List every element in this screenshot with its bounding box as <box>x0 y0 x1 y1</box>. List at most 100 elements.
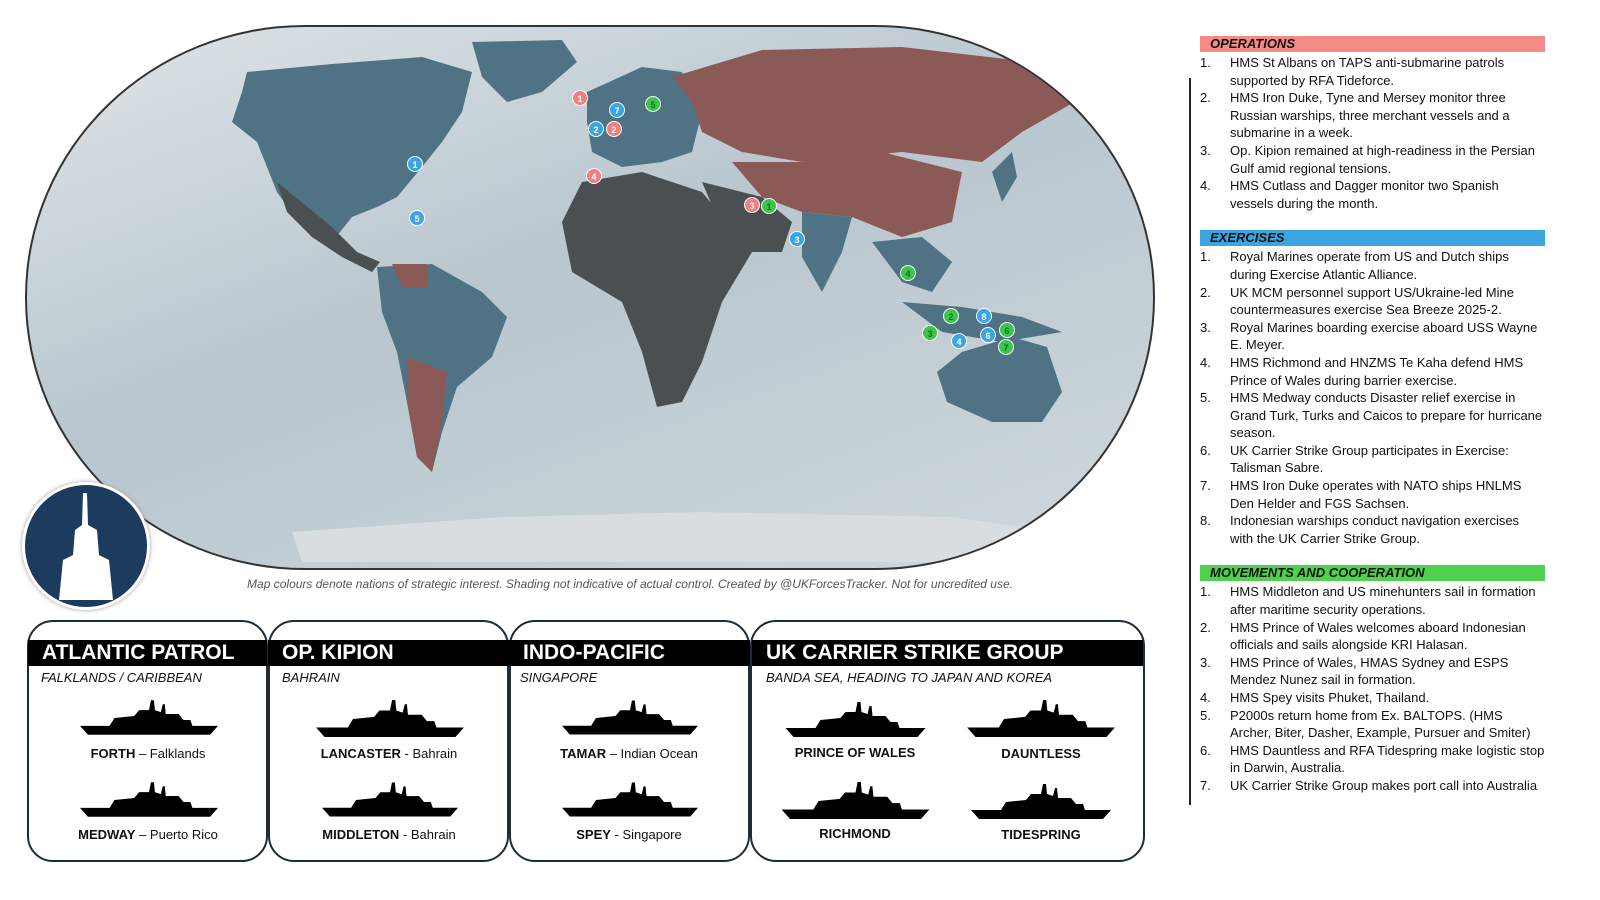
ship-label: RICHMOND <box>819 826 891 841</box>
operations-item: 4. HMS Cutlass and Dagger monitor two Spa… <box>1200 177 1545 212</box>
exercises-item: 8. Indonesian warships conduct navigation… <box>1200 512 1545 547</box>
exercises-item: 7. HMS Iron Duke operates with NATO ships… <box>1200 477 1545 512</box>
ship-label: TAMAR – Indian Ocean <box>560 746 698 761</box>
venezuela <box>392 264 427 287</box>
exercises-item: 5. HMS Medway conducts Disaster relief ex… <box>1200 389 1545 442</box>
japan <box>992 152 1017 202</box>
ship-silhouette-icon <box>773 782 938 820</box>
movements-marker: 4 <box>900 265 916 281</box>
item-text: UK Carrier Strike Group makes port call … <box>1230 777 1538 793</box>
item-number: 3. <box>1200 142 1211 158</box>
item-text: HMS Iron Duke operates with NATO ships H… <box>1230 478 1522 511</box>
south-america <box>377 264 507 472</box>
movements-item: 5. P2000s return home from Ex. BALTOPS. (… <box>1200 707 1545 742</box>
exercises-item: 4. HMS Richmond and HNZMS Te Kaha defend … <box>1200 354 1545 389</box>
ship-silhouette-icon <box>958 784 1124 820</box>
card-title: INDO-PACIFIC <box>509 640 750 666</box>
operations-marker: 2 <box>606 121 622 137</box>
item-text: HMS Spey visits Phuket, Thailand. <box>1230 690 1430 705</box>
item-text: UK MCM personnel support US/Ukraine-led … <box>1230 284 1514 318</box>
item-text: HMS Prince of Wales, HMAS Sydney and ESP… <box>1230 654 1509 688</box>
exercises-marker: 4 <box>951 333 967 349</box>
item-number: 4. <box>1200 690 1211 705</box>
card-subtitle: FALKLANDS / CARIBBEAN <box>41 670 202 685</box>
ship-label: DAUNTLESS <box>1001 746 1081 761</box>
item-number: 4. <box>1200 178 1211 194</box>
exercises-marker: 1 <box>407 156 423 172</box>
movements-item: 3. HMS Prince of Wales, HMAS Sydney and E… <box>1200 654 1545 689</box>
activity-panel: OPERATIONS 1. HMS St Albans on TAPS anti-… <box>1200 36 1545 795</box>
movements-marker: 3 <box>922 325 938 341</box>
card-subtitle: BANDA SEA, HEADING TO JAPAN AND KOREA <box>766 670 1053 685</box>
world-map: 1 2 3 4 1 2 3 4 5 6 7 8 1 2 3 4 5 6 7 <box>25 25 1155 570</box>
exercises-marker: 8 <box>976 308 992 324</box>
item-number: 2. <box>1200 90 1211 106</box>
operations-marker: 3 <box>744 197 760 213</box>
mexico-central <box>277 182 380 272</box>
operations-heading: OPERATIONS <box>1200 36 1545 52</box>
item-number: 6. <box>1200 742 1211 758</box>
exercises-marker: 7 <box>609 102 625 118</box>
africa <box>562 172 752 407</box>
movements-item: 2. HMS Prince of Wales welcomes aboard In… <box>1200 619 1545 654</box>
ship-label: PRINCE OF WALES <box>794 745 916 760</box>
item-number: 3. <box>1200 319 1211 335</box>
ship-silhouette-icon <box>322 782 458 818</box>
exercises-list: 1. Royal Marines operate from US and Dutc… <box>1200 248 1545 547</box>
item-text: Royal Marines boarding exercise aboard U… <box>1230 319 1538 353</box>
card-subtitle: BAHRAIN <box>282 670 340 685</box>
ship-label: TIDESPRING <box>1001 827 1081 842</box>
item-text: Op. Kipion remained at high-readiness in… <box>1230 142 1535 176</box>
item-text: HMS Medway conducts Disaster relief exer… <box>1230 390 1543 441</box>
item-text: UK Carrier Strike Group participates in … <box>1230 442 1509 476</box>
item-text: HMS Cutlass and Dagger monitor two Spani… <box>1230 178 1499 211</box>
movements-marker: 2 <box>943 308 959 324</box>
item-number: 1. <box>1200 249 1211 265</box>
movements-marker: 6 <box>999 322 1015 338</box>
card-title: UK CARRIER STRIKE GROUP <box>752 640 1143 666</box>
movements-item: 4. HMS Spey visits Phuket, Thailand. <box>1200 689 1545 707</box>
ship-label: MEDWAY – Puerto Rico <box>78 827 218 842</box>
operations-marker: 1 <box>572 90 588 106</box>
movements-list: 1. HMS Middleton and US minehunters sail … <box>1200 583 1545 794</box>
item-text: HMS St Albans on TAPS anti-submarine pat… <box>1230 55 1505 88</box>
item-number: 7. <box>1200 478 1211 494</box>
middle-east <box>702 182 792 252</box>
item-number: 8. <box>1200 513 1211 529</box>
operations-marker: 4 <box>586 168 602 184</box>
movements-heading: MOVEMENTS AND COOPERATION <box>1200 565 1545 582</box>
ship-label: FORTH – Falklands <box>90 746 206 761</box>
item-text: P2000s return home from Ex. BALTOPS. (HM… <box>1230 707 1531 741</box>
item-text: HMS Dauntless and RFA Tidespring make lo… <box>1230 742 1545 776</box>
movements-marker: 7 <box>998 339 1014 355</box>
ship-label: LANCASTER - Bahrain <box>320 746 458 761</box>
card-subtitle: SINGAPORE <box>520 670 598 685</box>
operations-list: 1. HMS St Albans on TAPS anti-submarine p… <box>1200 54 1545 212</box>
carrier-silhouette-icon <box>773 702 938 738</box>
ship-label: SPEY - Singapore <box>576 827 682 842</box>
item-number: 5. <box>1200 707 1211 723</box>
item-text: Indonesian warships conduct navigation e… <box>1230 513 1520 546</box>
continents <box>232 40 1092 562</box>
item-text: HMS Richmond and HNZMS Te Kaha defend HM… <box>1230 354 1524 388</box>
exercises-marker: 6 <box>980 327 996 343</box>
argentina <box>407 357 447 472</box>
ship-label: MIDDLETON - Bahrain <box>322 827 456 842</box>
warship-icon <box>59 493 113 600</box>
ship-emblem <box>22 482 150 610</box>
item-number: 7. <box>1200 777 1211 793</box>
russia <box>672 47 1092 162</box>
australia <box>937 337 1062 422</box>
item-text: HMS Iron Duke, Tyne and Mersey monitor t… <box>1230 90 1510 141</box>
greenland <box>472 40 577 102</box>
item-number: 3. <box>1200 654 1211 670</box>
north-america <box>232 57 472 242</box>
card-title: ATLANTIC PATROL <box>28 640 267 666</box>
item-number: 6. <box>1200 442 1211 458</box>
ship-silhouette-icon <box>562 782 698 818</box>
china-iran <box>732 152 962 237</box>
item-text: HMS Middleton and US minehunters sail in… <box>1230 584 1536 618</box>
item-text: Royal Marines operate from US and Dutch … <box>1230 249 1509 282</box>
europe <box>587 67 702 167</box>
operations-item: 3. Op. Kipion remained at high-readiness … <box>1200 142 1545 177</box>
